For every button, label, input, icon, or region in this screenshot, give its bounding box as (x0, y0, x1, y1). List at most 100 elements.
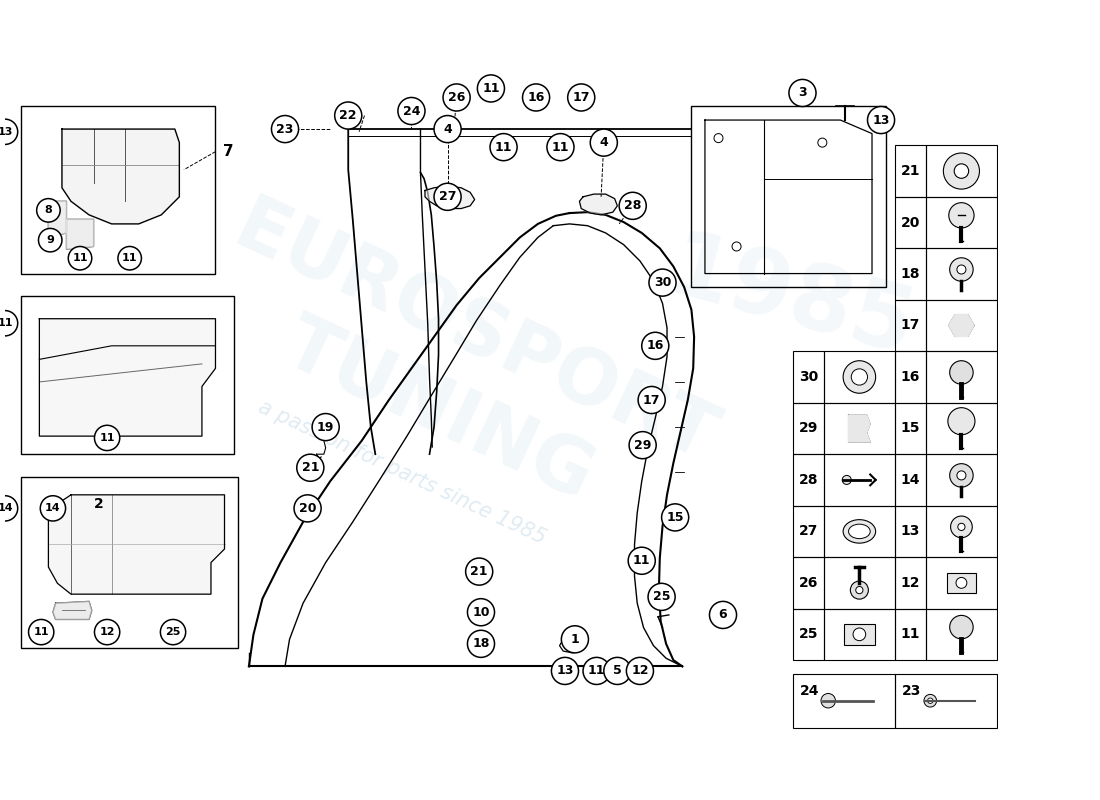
Circle shape (821, 694, 835, 708)
Text: 7: 7 (222, 144, 233, 159)
Bar (926, 197, 997, 248)
Text: 20: 20 (901, 215, 920, 230)
Text: a passion for parts since 1985: a passion for parts since 1985 (255, 397, 549, 548)
Text: 11: 11 (552, 141, 569, 154)
Circle shape (604, 658, 631, 685)
Circle shape (468, 598, 495, 626)
Circle shape (957, 265, 966, 274)
Circle shape (95, 426, 120, 450)
Text: EUROSPORT
TUNING: EUROSPORT TUNING (187, 190, 727, 555)
Circle shape (0, 310, 18, 336)
Circle shape (398, 98, 425, 125)
Circle shape (927, 698, 933, 703)
Circle shape (39, 229, 62, 252)
Text: 11: 11 (482, 82, 499, 95)
Text: 4: 4 (443, 122, 452, 135)
Text: 24: 24 (403, 105, 420, 118)
Circle shape (547, 134, 574, 161)
Bar (926, 557, 997, 609)
Circle shape (95, 619, 120, 645)
Text: 17: 17 (642, 394, 660, 406)
Circle shape (949, 202, 975, 228)
Text: 16: 16 (647, 339, 664, 352)
Text: 17: 17 (901, 318, 920, 333)
Text: 12: 12 (99, 627, 114, 637)
Circle shape (868, 106, 894, 134)
Text: 30: 30 (653, 276, 671, 289)
Bar (894, 557, 926, 609)
Text: 26: 26 (448, 91, 465, 104)
Text: 4: 4 (600, 136, 608, 149)
Circle shape (843, 361, 876, 394)
Circle shape (949, 615, 974, 639)
Bar (824, 609, 894, 660)
Circle shape (789, 79, 816, 106)
Ellipse shape (848, 524, 870, 538)
Polygon shape (48, 495, 224, 594)
Text: 1985: 1985 (658, 226, 923, 376)
Polygon shape (40, 318, 216, 436)
Text: 12: 12 (631, 665, 649, 678)
Bar (926, 146, 997, 197)
Text: 16: 16 (901, 370, 920, 384)
Text: 11: 11 (587, 665, 605, 678)
Text: 1: 1 (571, 633, 580, 646)
Circle shape (949, 361, 974, 384)
Text: 23: 23 (276, 122, 294, 135)
Ellipse shape (843, 520, 876, 543)
Circle shape (522, 84, 550, 111)
Circle shape (312, 414, 339, 441)
Circle shape (949, 464, 974, 487)
Text: 821 02: 821 02 (1040, 708, 1100, 727)
Text: 11: 11 (122, 254, 138, 263)
Polygon shape (66, 219, 94, 249)
Text: 29: 29 (634, 438, 651, 452)
Bar (21, 296, 233, 454)
Text: 14: 14 (901, 473, 920, 487)
Text: 3: 3 (799, 86, 806, 99)
Polygon shape (580, 194, 617, 215)
Circle shape (710, 602, 737, 629)
Text: 21: 21 (901, 164, 920, 178)
Bar (792, 506, 824, 557)
Text: 11: 11 (73, 254, 88, 263)
Circle shape (950, 516, 972, 538)
Circle shape (944, 153, 979, 189)
Text: 24: 24 (800, 685, 820, 698)
Circle shape (649, 269, 676, 296)
Circle shape (956, 320, 967, 331)
Text: 2: 2 (94, 497, 103, 510)
Circle shape (551, 658, 579, 685)
Text: 11: 11 (33, 627, 48, 637)
Bar (692, 106, 886, 287)
Circle shape (954, 164, 969, 178)
Text: 11: 11 (495, 141, 513, 154)
Circle shape (490, 134, 517, 161)
Text: 6: 6 (718, 609, 727, 622)
Bar (926, 351, 997, 402)
Circle shape (334, 102, 362, 129)
Text: 21: 21 (301, 462, 319, 474)
Circle shape (434, 115, 461, 142)
FancyBboxPatch shape (1005, 665, 1100, 742)
Circle shape (443, 84, 470, 111)
Text: 16: 16 (527, 91, 544, 104)
Bar (894, 146, 926, 197)
Bar (926, 454, 997, 506)
Bar (792, 454, 824, 506)
Text: 27: 27 (439, 190, 456, 203)
Text: 25: 25 (652, 590, 670, 603)
Circle shape (297, 454, 323, 482)
Circle shape (629, 432, 657, 458)
Text: 17: 17 (572, 91, 590, 104)
Text: 8: 8 (44, 206, 53, 215)
Bar (792, 351, 824, 402)
Text: 25: 25 (799, 627, 818, 642)
Text: 5: 5 (613, 665, 621, 678)
Bar (894, 454, 926, 506)
Text: 30: 30 (799, 370, 818, 384)
Bar (824, 557, 894, 609)
Circle shape (434, 183, 461, 210)
Text: 13: 13 (872, 114, 890, 126)
Circle shape (591, 129, 617, 156)
